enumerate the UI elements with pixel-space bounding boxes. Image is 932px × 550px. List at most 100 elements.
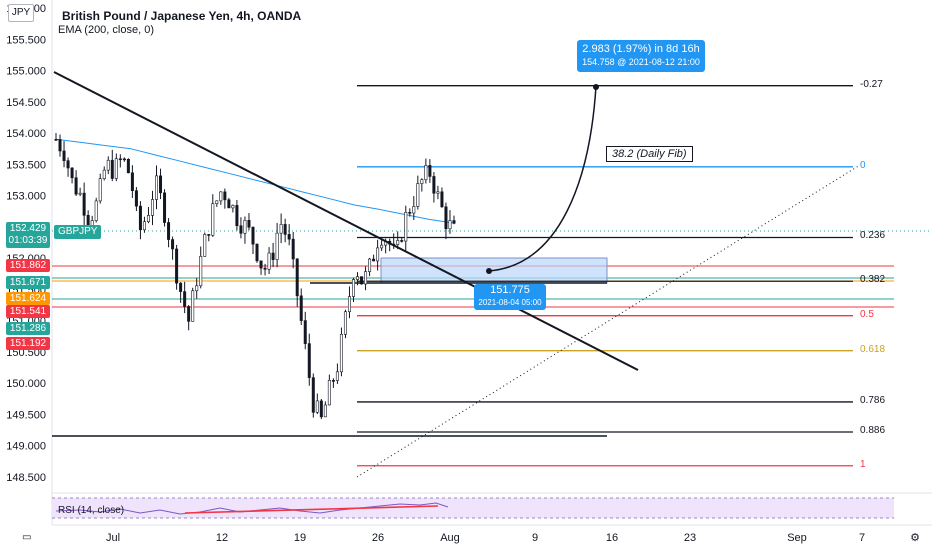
candle-body — [428, 165, 432, 177]
time-axis: Jul 12 19 26 Aug 9 16 23 Sep 7 — [106, 532, 865, 544]
candle-body — [122, 158, 126, 161]
time-tick-label: Sep — [787, 532, 807, 544]
target-tooltip-line2: 154.758 @ 2021-08-12 21:00 — [582, 57, 700, 67]
fib-level-label: 0.5 — [860, 308, 874, 320]
candle-body — [396, 240, 400, 245]
candle-body — [102, 169, 106, 180]
projection-curve — [488, 85, 597, 272]
time-tick-label: 19 — [294, 532, 306, 544]
candle-body — [159, 175, 163, 194]
candle-body — [255, 243, 259, 262]
candle-body — [243, 220, 247, 234]
candle-body — [187, 306, 191, 322]
candle-body — [167, 222, 171, 240]
rsi-indicator-label[interactable]: RSI (14, close) — [58, 505, 125, 516]
entry-tooltip-line1: 151.775 — [490, 284, 530, 296]
candle-body — [327, 380, 331, 406]
candle-body — [126, 158, 130, 174]
candle-body — [227, 199, 231, 209]
fib-lines — [357, 85, 853, 467]
candle-body — [452, 220, 456, 224]
candle-body — [331, 380, 335, 382]
fib-trend-line — [356, 164, 861, 478]
candle-body — [114, 158, 118, 179]
entry-tooltip-line2: 2021-08-04 05:00 — [478, 298, 542, 307]
candle-body — [62, 150, 66, 161]
candle-body — [420, 179, 424, 184]
projection-start-point — [486, 268, 492, 274]
candle-body — [134, 190, 138, 207]
ema-200-line — [55, 138, 455, 224]
fib-level-label: 0.382 — [860, 274, 886, 286]
rsi-band — [52, 498, 894, 518]
candle-body — [74, 177, 78, 195]
time-tick-label: 26 — [372, 532, 384, 544]
candle-body — [155, 175, 159, 200]
candle-body — [319, 400, 323, 418]
time-tick-label: 9 — [532, 532, 538, 544]
level-price-tag: 151.862 — [6, 259, 50, 272]
fib-level-label: 0.618 — [860, 343, 886, 355]
fib-level-label: -0.27 — [860, 78, 883, 90]
fib-level-label: 0 — [860, 159, 866, 171]
candle-body — [247, 220, 251, 228]
fib-level-label: 0.786 — [860, 394, 886, 406]
candle-body — [231, 205, 235, 209]
time-tick-label: 16 — [606, 532, 618, 544]
candle-body — [110, 159, 114, 179]
candle-body — [315, 400, 319, 413]
candle-body — [195, 285, 199, 292]
candle-body — [163, 192, 167, 223]
candle-body — [54, 139, 58, 141]
price-tick-label: 154.000 — [6, 128, 46, 140]
candle-body — [307, 343, 311, 378]
candle-body — [368, 258, 372, 272]
candle-body — [323, 404, 327, 418]
candle-body — [235, 205, 239, 227]
tradingview-logo-icon[interactable]: ▭ — [22, 532, 32, 543]
candle-body — [98, 178, 102, 202]
candle-body — [215, 200, 219, 205]
candle-body — [271, 252, 275, 260]
candle-body — [303, 320, 307, 344]
candle-body — [444, 206, 448, 230]
candle-body — [82, 192, 86, 216]
candle-body — [291, 238, 295, 260]
time-tick-label: 23 — [684, 532, 696, 544]
candle-body — [70, 167, 74, 179]
candle-body — [78, 192, 82, 195]
candle-body — [223, 191, 227, 201]
candle-body — [138, 205, 142, 231]
candle-body — [251, 226, 255, 245]
candle-body — [347, 296, 351, 313]
candle-body — [146, 215, 150, 222]
candle-body — [94, 200, 98, 221]
level-price-tag: 151.541 — [6, 305, 50, 318]
candle-body — [211, 203, 215, 236]
settings-icon[interactable]: ⚙ — [910, 531, 920, 544]
downtrend-line — [53, 71, 639, 371]
candle-body — [436, 191, 440, 194]
target-tooltip: 2.983 (1.97%) in 8d 16h 154.758 @ 2021-0… — [577, 40, 705, 72]
candle-body — [130, 172, 134, 191]
currency-button[interactable]: JPY — [8, 4, 34, 22]
price-tick-label: 149.500 — [6, 409, 46, 421]
level-price-tag: 151.286 — [6, 322, 50, 335]
candle-body — [239, 225, 243, 234]
time-tick-label: 7 — [859, 532, 865, 544]
candle-body — [183, 291, 187, 307]
fib-level-label: 1 — [860, 458, 866, 470]
target-tooltip-line1: 2.983 (1.97%) in 8d 16h — [582, 43, 700, 55]
candle-body — [279, 224, 283, 234]
candle-body — [191, 290, 195, 322]
candle-body — [179, 282, 183, 292]
ema-indicator-label[interactable]: EMA (200, close, 0) — [58, 24, 154, 36]
candle-body — [275, 232, 279, 260]
candle-body — [448, 220, 452, 230]
candle-body — [299, 295, 303, 321]
candle-body — [311, 377, 315, 413]
candle-body — [58, 139, 62, 152]
candle-body — [106, 159, 110, 171]
